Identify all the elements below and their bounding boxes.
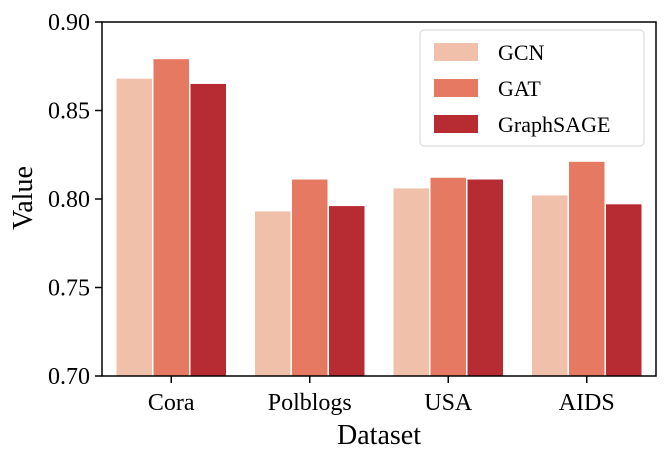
bar-gat-polblogs [292, 179, 328, 376]
y-tick-label: 0.85 [48, 99, 90, 125]
bar-gat-usa [430, 177, 466, 376]
bar-gcn-polblogs [255, 211, 291, 376]
legend: GCN GAT GraphSAGE [419, 29, 645, 147]
ticks-group: Cora Polblogs USA AIDS 0.70 0.75 0.80 0.85 0.90 [48, 10, 615, 416]
y-tick-label: 0.80 [48, 187, 90, 213]
legend-swatch-gat [434, 79, 478, 97]
x-tick-label: USA [424, 390, 473, 416]
bar-gcn-aids [532, 195, 568, 376]
bar-graphsage-cora [190, 83, 226, 376]
bar-graphsage-polblogs [329, 206, 365, 376]
legend-swatch-gcn [434, 43, 478, 61]
bar-gat-cora [153, 59, 189, 377]
x-tick-label: Polblogs [268, 390, 352, 416]
y-tick-label: 0.70 [48, 364, 90, 390]
y-tick-label: 0.90 [48, 10, 90, 36]
bar-graphsage-aids [606, 204, 642, 376]
bar-graphsage-usa [467, 179, 503, 376]
legend-swatch-graphsage [434, 115, 478, 133]
y-axis-title: Value [8, 166, 39, 230]
bars-group [116, 59, 642, 377]
bar-gcn-usa [393, 188, 429, 376]
legend-label-graphsage: GraphSAGE [498, 112, 610, 137]
bar-gcn-cora [116, 78, 152, 376]
legend-label-gat: GAT [498, 76, 541, 101]
legend-label-gcn: GCN [498, 40, 545, 65]
y-tick-label: 0.75 [48, 276, 90, 302]
x-axis-title: Dataset [337, 420, 421, 451]
bar-gat-aids [569, 161, 605, 376]
x-tick-label: AIDS [559, 390, 615, 416]
x-tick-label: Cora [148, 390, 195, 416]
